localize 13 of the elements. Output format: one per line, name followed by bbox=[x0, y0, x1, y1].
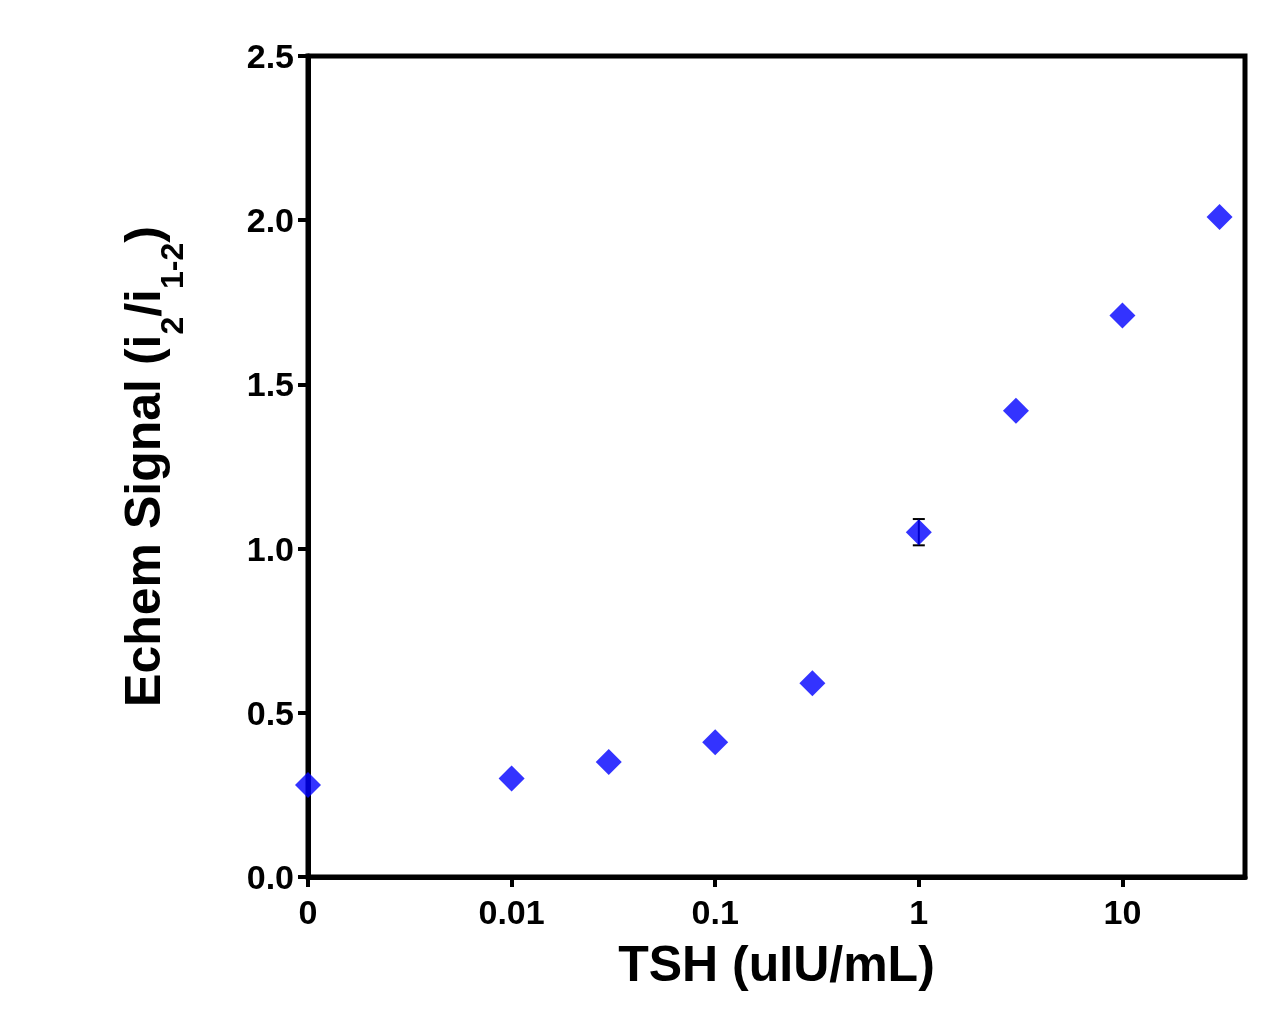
y-tick-label: 0.5 bbox=[246, 693, 294, 732]
y-tick-label: 0.0 bbox=[246, 858, 294, 896]
y-tick-label: 1.5 bbox=[246, 365, 294, 404]
y-tick-label: 2.5 bbox=[246, 37, 294, 75]
y-tick-label: 2.0 bbox=[246, 201, 294, 240]
x-axis-title: TSH (uIU/mL) bbox=[618, 936, 935, 992]
x-tick-label: 0 bbox=[298, 893, 318, 931]
x-tick-label: 10 bbox=[1103, 893, 1142, 931]
y-axis-title: Echem Signal (i2/i1-2) bbox=[115, 226, 190, 707]
y-tick-label: 1.0 bbox=[246, 529, 294, 568]
x-tick-label: 0.1 bbox=[691, 893, 739, 931]
x-tick-label: 1 bbox=[909, 893, 929, 931]
x-tick-label: 0.01 bbox=[478, 893, 545, 931]
